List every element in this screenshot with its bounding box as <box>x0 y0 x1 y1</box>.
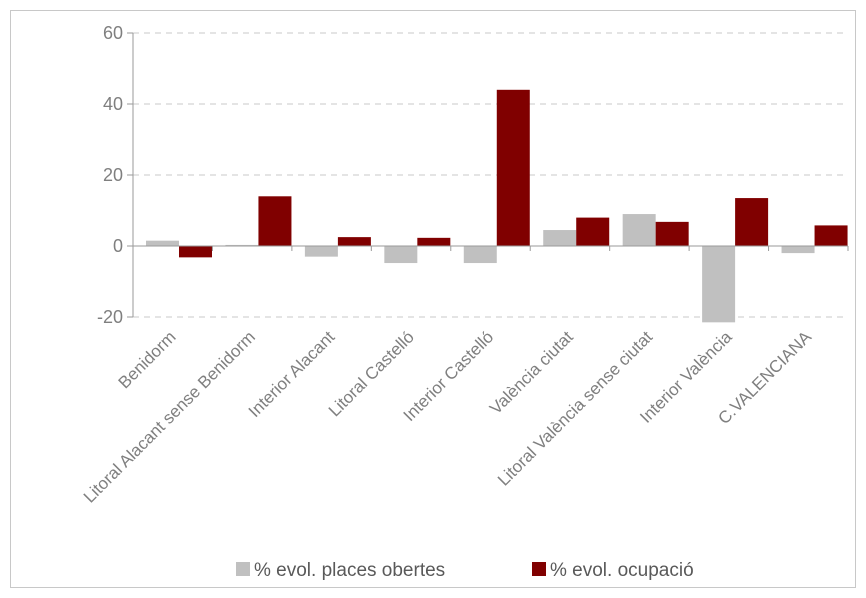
y-tick-label: 60 <box>103 23 123 43</box>
bar-places-obertes <box>225 244 259 246</box>
y-tick-label: 20 <box>103 165 123 185</box>
bar-ocupacio <box>337 237 371 246</box>
bar-places-obertes <box>702 246 736 323</box>
bar-places-obertes <box>622 214 656 246</box>
y-tick-label: 40 <box>103 94 123 114</box>
y-tick-label: -20 <box>97 307 123 327</box>
bar-places-obertes <box>543 230 577 246</box>
legend-label: % evol. places obertes <box>254 560 445 581</box>
bar-ocupacio <box>735 198 769 246</box>
axes <box>127 32 849 318</box>
legend-swatch <box>236 562 250 576</box>
bar-places-obertes <box>781 246 815 254</box>
bar-places-obertes <box>384 246 418 264</box>
bar-ocupacio <box>258 196 292 246</box>
bar-ocupacio <box>417 237 451 246</box>
category-label: Litoral Alacant sense Benidorm <box>80 327 259 506</box>
category-label: Litoral València sense ciutat <box>494 327 656 489</box>
y-tick-label: 0 <box>113 236 123 256</box>
bar-ocupacio <box>814 225 848 246</box>
category-label: Benidorm <box>115 327 180 392</box>
category-label: València ciutat <box>486 327 577 418</box>
bars <box>146 89 848 323</box>
bar-ocupacio <box>576 217 610 246</box>
bar-ocupacio <box>179 246 212 258</box>
bar-places-obertes <box>146 240 179 246</box>
legend-label: % evol. ocupació <box>550 560 694 581</box>
gridlines <box>133 32 848 318</box>
bar-places-obertes <box>304 246 338 257</box>
legend-swatch <box>532 562 546 576</box>
bar-ocupacio <box>655 221 689 246</box>
bar-places-obertes <box>463 246 497 264</box>
bar-ocupacio <box>496 89 530 246</box>
legend: % evol. places obertes % evol. ocupació <box>236 560 694 581</box>
